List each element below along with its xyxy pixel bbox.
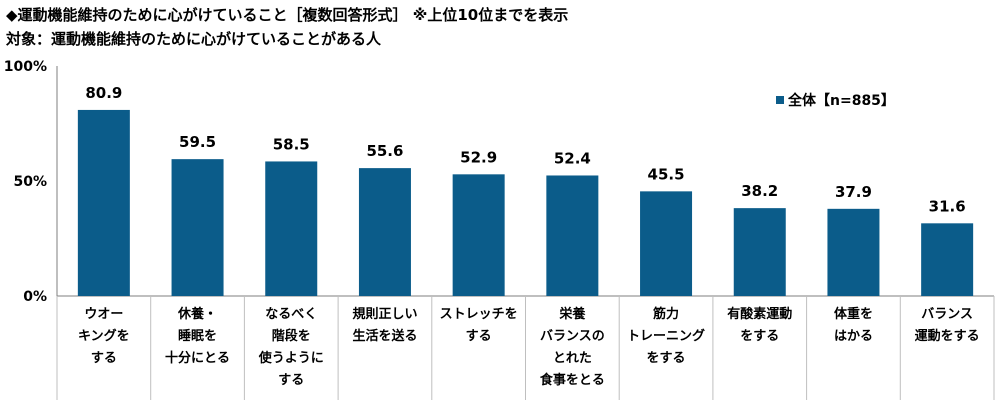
data-label: 52.4 [554, 149, 591, 167]
y-tick-label: 50% [13, 174, 47, 190]
bar [640, 191, 693, 296]
data-label: 38.2 [741, 182, 778, 200]
y-tick-label: 100% [4, 59, 47, 75]
data-label: 55.6 [366, 142, 403, 160]
data-label: 80.9 [85, 84, 122, 102]
x-tick-label: ウオーキングをする [78, 307, 130, 366]
x-tick-label: 有酸素運動をする [727, 306, 792, 344]
bar [827, 208, 880, 296]
x-tick-label: 規則正しい生活を送る [352, 307, 417, 344]
bar [452, 174, 505, 296]
x-tick-label: 休養・睡眠を十分にとる [165, 306, 230, 366]
chart-subtitle: 対象：運動機能維持のために心がけていることがある人 [6, 30, 382, 48]
data-label: 31.6 [929, 197, 966, 215]
x-tick-label: なるべく階段を使うようにする [258, 307, 324, 388]
bar [733, 208, 786, 296]
data-label: 59.5 [179, 133, 216, 151]
data-label: 37.9 [835, 183, 872, 201]
bar [77, 109, 130, 297]
bar [265, 161, 318, 296]
x-tick-label: バランス運動をする [915, 307, 980, 344]
bar [171, 159, 224, 296]
y-tick-label: 0% [23, 289, 47, 305]
x-tick-label: ストレッチをする [440, 307, 518, 344]
chart-title: ◆運動機能維持のために心がけていること［複数回答形式］ ※上位10位までを表示 [6, 6, 569, 24]
data-label: 45.5 [648, 165, 685, 183]
bar [546, 175, 599, 296]
legend-label: 全体【n=885】 [787, 92, 895, 109]
legend-swatch [776, 96, 784, 104]
bar [358, 168, 411, 296]
x-tick-label: 体重をはかる [834, 306, 873, 344]
data-label: 52.9 [460, 148, 497, 166]
x-tick-label: 栄養バランスのとれた食事をとる [540, 306, 605, 388]
x-tick-label: 筋力トレーニングをする [627, 306, 705, 366]
bar [921, 223, 974, 296]
data-label: 58.5 [273, 135, 310, 153]
